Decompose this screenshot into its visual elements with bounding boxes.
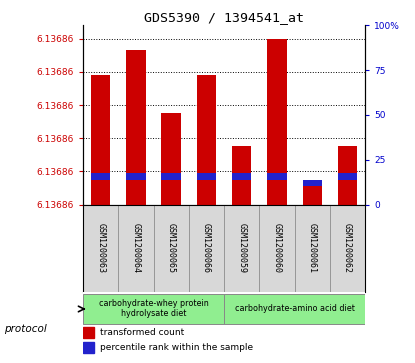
Bar <box>118 204 154 292</box>
Bar <box>330 204 365 292</box>
Bar <box>91 75 110 204</box>
Bar <box>267 173 287 180</box>
Bar <box>232 173 251 180</box>
Text: carbohydrate-amino acid diet: carbohydrate-amino acid diet <box>235 304 354 313</box>
Bar <box>197 173 216 180</box>
Bar <box>295 204 330 292</box>
Bar <box>161 113 181 204</box>
Text: carbohydrate-whey protein
hydrolysate diet: carbohydrate-whey protein hydrolysate di… <box>99 299 208 318</box>
Text: GSM1200064: GSM1200064 <box>132 223 140 273</box>
Bar <box>126 50 146 204</box>
Text: transformed count: transformed count <box>100 328 184 337</box>
Bar <box>126 173 146 180</box>
Bar <box>267 39 287 204</box>
Bar <box>83 327 94 338</box>
Bar <box>303 180 322 186</box>
Text: GSM1200061: GSM1200061 <box>308 223 317 273</box>
Bar <box>154 204 189 292</box>
Bar <box>197 75 216 204</box>
Text: GSM1200065: GSM1200065 <box>167 223 176 273</box>
Bar <box>338 146 357 204</box>
Title: GDS5390 / 1394541_at: GDS5390 / 1394541_at <box>144 11 304 24</box>
Text: GSM1200060: GSM1200060 <box>273 223 281 273</box>
Bar <box>232 146 251 204</box>
Bar <box>83 294 224 324</box>
Text: GSM1200066: GSM1200066 <box>202 223 211 273</box>
Bar <box>189 204 224 292</box>
Bar <box>224 204 259 292</box>
Text: GSM1200062: GSM1200062 <box>343 223 352 273</box>
Text: GSM1200063: GSM1200063 <box>96 223 105 273</box>
Bar <box>161 173 181 180</box>
Text: GSM1200059: GSM1200059 <box>237 223 246 273</box>
Text: percentile rank within the sample: percentile rank within the sample <box>100 343 253 352</box>
Bar <box>83 342 94 353</box>
Bar <box>83 204 118 292</box>
Bar <box>91 173 110 180</box>
Bar <box>259 204 295 292</box>
Bar <box>303 185 322 204</box>
Bar <box>338 173 357 180</box>
Text: protocol: protocol <box>4 323 47 334</box>
Bar <box>224 294 365 324</box>
